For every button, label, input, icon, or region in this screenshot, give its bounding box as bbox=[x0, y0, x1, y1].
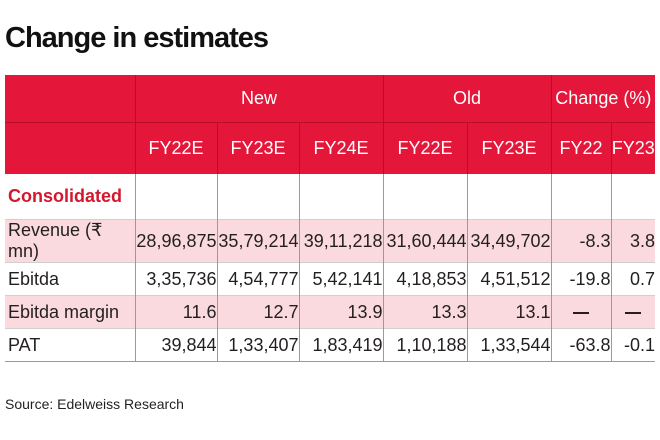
table-cell: 0.7 bbox=[610, 262, 656, 296]
table-cell: 11.6 bbox=[134, 295, 217, 329]
row-label: PAT bbox=[5, 328, 135, 362]
table-row-ebitda-margin: Ebitda margin 11.6 12.7 13.9 13.3 13.1 bbox=[5, 295, 656, 329]
table-cell: -63.8 bbox=[550, 328, 612, 362]
table-cell: 28,96,875 bbox=[134, 219, 217, 263]
column-header: FY22E bbox=[134, 122, 217, 174]
dash-cell bbox=[550, 295, 612, 329]
table-cell: -8.3 bbox=[550, 219, 612, 263]
group-header-old: Old bbox=[382, 75, 552, 123]
table-cell: 1,33,544 bbox=[466, 328, 552, 362]
table-cell: 39,11,218 bbox=[298, 219, 384, 263]
column-header: FY22E bbox=[382, 122, 468, 174]
chart-title: Change in estimates bbox=[5, 22, 269, 54]
table-row-pat: PAT 39,844 1,33,407 1,83,419 1,10,188 1,… bbox=[5, 328, 656, 362]
table-cell: 34,49,702 bbox=[466, 219, 552, 263]
estimates-table: New Old Change (%) FY22E FY23E FY24E FY2… bbox=[5, 75, 656, 362]
table-cell: 35,79,214 bbox=[216, 219, 299, 263]
table-cell: 13.9 bbox=[298, 295, 384, 329]
table-cell: -19.8 bbox=[550, 262, 612, 296]
table-cell: 12.7 bbox=[216, 295, 299, 329]
table-row-revenue: Revenue (₹ mn) 28,96,875 35,79,214 39,11… bbox=[5, 219, 656, 263]
column-header: FY24E bbox=[298, 122, 384, 174]
table-cell: 3.8 bbox=[610, 219, 656, 263]
row-label: Revenue (₹ mn) bbox=[5, 219, 135, 263]
group-header-new: New bbox=[134, 75, 384, 123]
header-blank bbox=[5, 122, 135, 174]
header-blank bbox=[5, 75, 135, 123]
table-cell: 4,51,512 bbox=[466, 262, 552, 296]
table-cell: 1,33,407 bbox=[216, 328, 299, 362]
table-cell: 13.1 bbox=[466, 295, 552, 329]
group-header-change: Change (%) bbox=[550, 75, 656, 123]
column-header: FY23E bbox=[216, 122, 299, 174]
table-cell: 13.3 bbox=[382, 295, 468, 329]
table-cell: 5,42,141 bbox=[298, 262, 384, 296]
group-header-row: New Old Change (%) bbox=[5, 75, 656, 123]
dash-cell bbox=[610, 295, 656, 329]
column-header: FY23 bbox=[610, 122, 656, 174]
column-header: FY23E bbox=[466, 122, 552, 174]
column-header: FY22 bbox=[550, 122, 612, 174]
section-row: Consolidated bbox=[5, 174, 656, 220]
table-cell: 1,83,419 bbox=[298, 328, 384, 362]
column-header-row: FY22E FY23E FY24E FY22E FY23E FY22 FY23 bbox=[5, 122, 656, 174]
table-cell: 3,35,736 bbox=[134, 262, 217, 296]
table-cell: 4,54,777 bbox=[216, 262, 299, 296]
table-cell: -0.1 bbox=[610, 328, 656, 362]
table-cell: 1,10,188 bbox=[382, 328, 468, 362]
row-label: Ebitda margin bbox=[5, 295, 135, 329]
table-cell: 39,844 bbox=[134, 328, 217, 362]
table-cell: 31,60,444 bbox=[382, 219, 468, 263]
table-row-ebitda: Ebitda 3,35,736 4,54,777 5,42,141 4,18,8… bbox=[5, 262, 656, 296]
table-cell: 4,18,853 bbox=[382, 262, 468, 296]
section-label: Consolidated bbox=[8, 186, 123, 206]
source-note: Source: Edelweiss Research bbox=[5, 396, 184, 412]
row-label: Ebitda bbox=[5, 262, 135, 296]
